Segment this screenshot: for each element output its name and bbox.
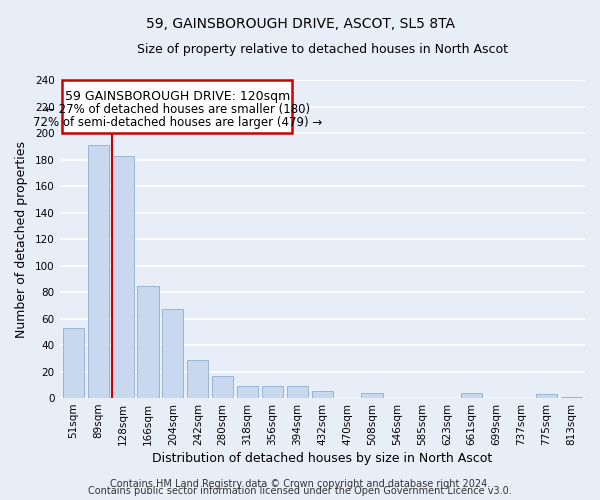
Bar	[561, 396, 582, 398]
Bar	[162, 310, 184, 398]
Text: 59 GAINSBOROUGH DRIVE: 120sqm: 59 GAINSBOROUGH DRIVE: 120sqm	[65, 90, 290, 102]
Title: Size of property relative to detached houses in North Ascot: Size of property relative to detached ho…	[137, 42, 508, 56]
X-axis label: Distribution of detached houses by size in North Ascot: Distribution of detached houses by size …	[152, 452, 493, 465]
Bar	[361, 393, 383, 398]
Bar	[187, 360, 208, 398]
Bar	[311, 392, 333, 398]
Bar	[112, 156, 134, 398]
Bar	[137, 286, 158, 398]
Bar	[88, 145, 109, 398]
Bar	[62, 328, 84, 398]
Bar	[461, 393, 482, 398]
Bar	[62, 80, 292, 133]
Text: 59, GAINSBOROUGH DRIVE, ASCOT, SL5 8TA: 59, GAINSBOROUGH DRIVE, ASCOT, SL5 8TA	[146, 18, 455, 32]
Bar	[287, 386, 308, 398]
Text: Contains HM Land Registry data © Crown copyright and database right 2024.: Contains HM Land Registry data © Crown c…	[110, 479, 490, 489]
Bar	[237, 386, 258, 398]
Text: Contains public sector information licensed under the Open Government Licence v3: Contains public sector information licen…	[88, 486, 512, 496]
Bar	[536, 394, 557, 398]
Text: ← 27% of detached houses are smaller (180): ← 27% of detached houses are smaller (18…	[44, 103, 310, 116]
Text: 72% of semi-detached houses are larger (479) →: 72% of semi-detached houses are larger (…	[32, 116, 322, 129]
Y-axis label: Number of detached properties: Number of detached properties	[15, 140, 28, 338]
Bar	[212, 376, 233, 398]
Bar	[262, 386, 283, 398]
